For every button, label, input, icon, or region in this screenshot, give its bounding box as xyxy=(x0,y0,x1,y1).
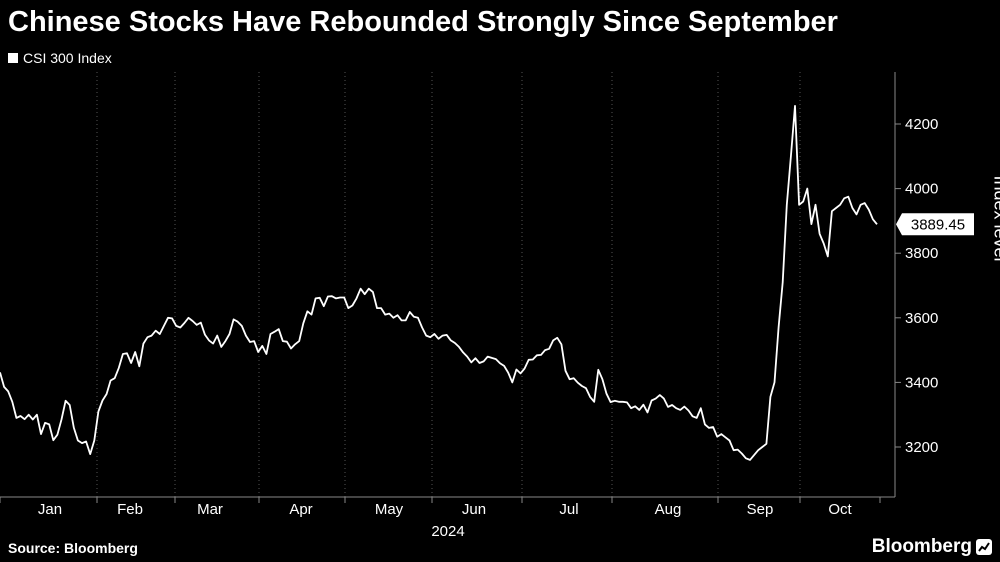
x-tick-label: Oct xyxy=(828,501,852,518)
legend: CSI 300 Index xyxy=(8,50,112,66)
legend-label: CSI 300 Index xyxy=(23,50,112,66)
brand-name: Bloomberg xyxy=(871,536,972,557)
x-tick-label: Feb xyxy=(117,501,143,518)
x-tick-label: May xyxy=(375,501,404,518)
bloomberg-chart-icon xyxy=(976,539,992,555)
x-tick-label: Jan xyxy=(38,501,62,518)
x-tick-label: Apr xyxy=(289,501,312,518)
last-value-callout: 3889.45 xyxy=(896,213,974,236)
x-tick-label: Jul xyxy=(559,501,578,518)
x-tick-label: Jun xyxy=(462,501,486,518)
y-axis-label: Index level xyxy=(990,175,1000,262)
chart-title: Chinese Stocks Have Rebounded Strongly S… xyxy=(8,6,838,38)
y-tick-label: 3200 xyxy=(905,439,938,456)
x-tick-label: Aug xyxy=(655,501,682,518)
source-note: Source: Bloomberg xyxy=(8,540,138,556)
y-tick-label: 4000 xyxy=(905,181,938,198)
y-tick-label: 3800 xyxy=(905,245,938,262)
x-year-label: 2024 xyxy=(431,523,464,540)
x-tick-label: Sep xyxy=(747,501,774,518)
brand-logo: Bloomberg xyxy=(872,536,992,558)
legend-swatch xyxy=(8,53,18,63)
y-tick-label: 4200 xyxy=(905,116,938,133)
y-tick-label: 3400 xyxy=(905,374,938,391)
x-tick-label: Mar xyxy=(197,501,223,518)
last-value-label: 3889.45 xyxy=(911,216,965,233)
y-tick-label: 3600 xyxy=(905,310,938,327)
csi300-series-line xyxy=(0,105,878,461)
last-value-badge xyxy=(896,213,974,236)
